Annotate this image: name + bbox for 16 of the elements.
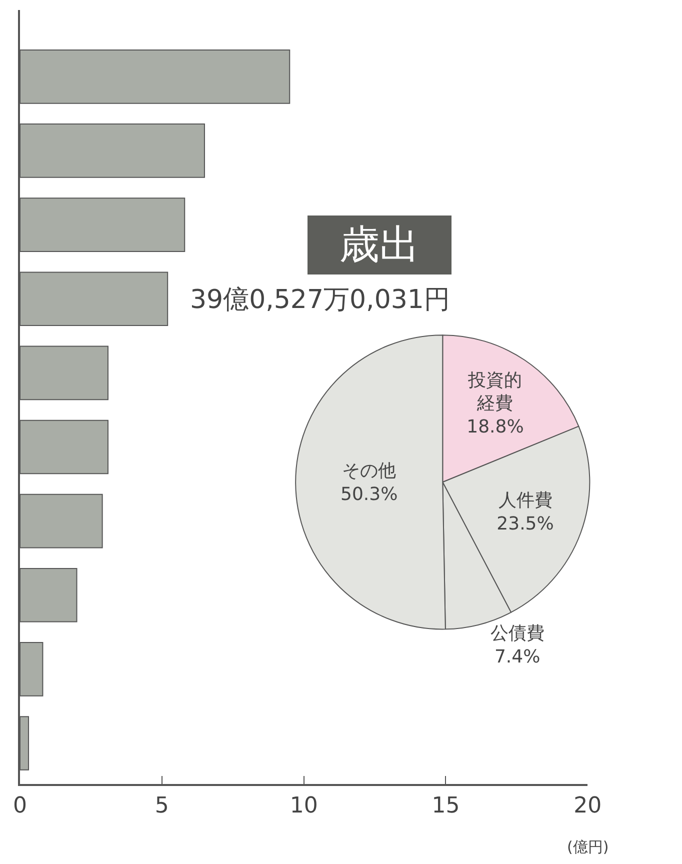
data-label: 18.8% <box>466 416 524 438</box>
x-tick-label: 10 <box>290 793 318 818</box>
x-axis-title: (億円) <box>567 838 609 856</box>
x-tick-label: 15 <box>432 793 460 818</box>
data-label: 50.3% <box>340 484 398 506</box>
slice-label: 投資的経費 <box>467 370 522 414</box>
chart-subtitle: 39億0,527万0,031円 <box>190 285 450 315</box>
x-tick-label: 20 <box>574 793 602 818</box>
slice-label: 人件費 <box>498 490 552 511</box>
x-tick-label: 5 <box>154 793 169 818</box>
slice-label: 公債費 <box>490 623 544 644</box>
slice-label: その他 <box>342 460 396 482</box>
data-label: 23.5% <box>496 513 554 534</box>
x-tick-label: 0 <box>13 793 27 818</box>
data-label: 7.4% <box>494 646 540 668</box>
chart-title: 歳出 <box>314 222 445 268</box>
